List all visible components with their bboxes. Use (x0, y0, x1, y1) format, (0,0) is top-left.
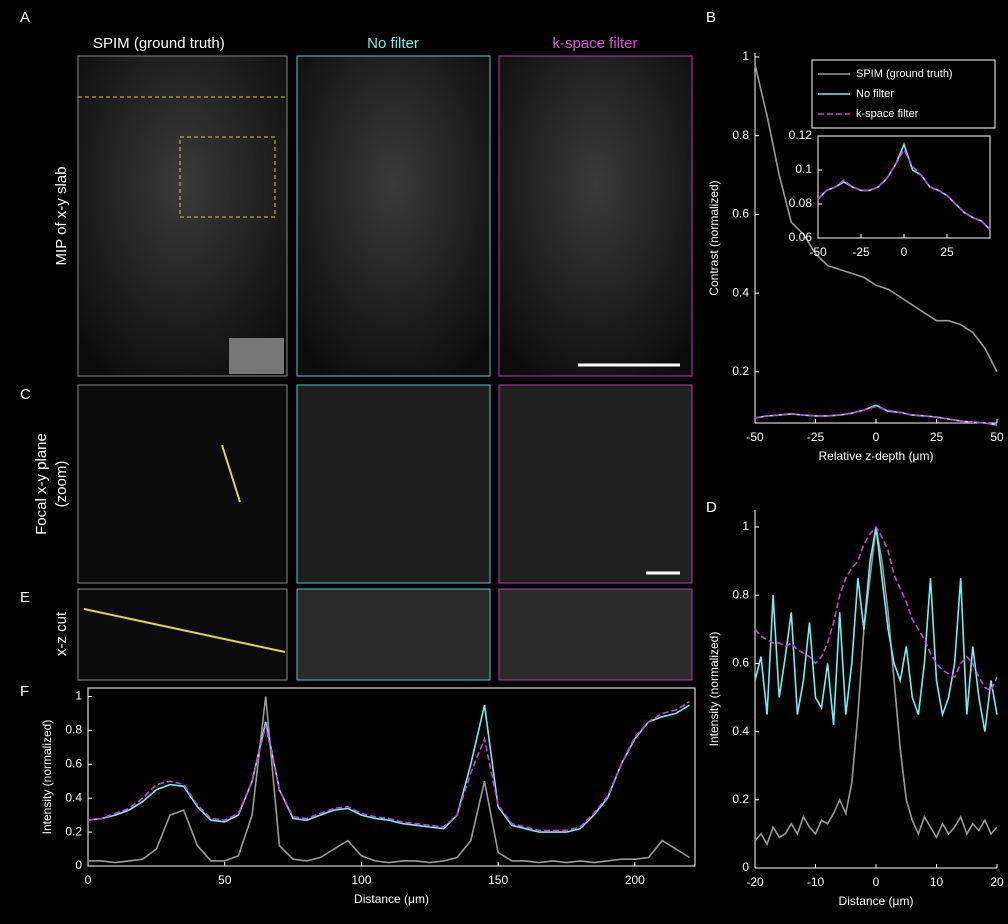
image (296, 55, 491, 377)
y-tick-label: 0.8 (732, 128, 749, 142)
legend-label: SPIM (ground truth) (856, 68, 953, 80)
panel-label: C (20, 386, 31, 403)
y-tick-label: 0 (75, 858, 82, 872)
y-tick-label: 0.2 (732, 364, 749, 378)
y-tick-label: 0.1 (795, 162, 812, 176)
panel-label: F (20, 683, 29, 700)
data-line (754, 64, 998, 373)
column-title: No filter (367, 35, 419, 52)
y-axis-label: Intensity (normalized) (40, 720, 54, 835)
y-tick-label: 0.06 (789, 230, 813, 244)
y-tick-label: 0.2 (65, 824, 82, 838)
legend-label: No filter (856, 88, 894, 100)
panel-label: A (20, 9, 30, 26)
panel-label: D (706, 499, 717, 516)
x-tick-label: 0 (873, 875, 880, 889)
image (296, 384, 491, 584)
x-tick-label: 100 (351, 873, 371, 887)
row-label: (zoom) (53, 461, 70, 508)
inset-background (818, 136, 990, 238)
image (498, 384, 693, 584)
y-tick-label: 0.08 (789, 196, 813, 210)
legend-label: k-space filter (856, 108, 919, 120)
image (77, 55, 288, 377)
data-line (754, 405, 998, 426)
profile-line (83, 608, 286, 653)
x-tick-label: -25 (852, 245, 870, 259)
data-line (87, 704, 690, 833)
image (498, 55, 693, 377)
y-tick-label: 1 (742, 519, 749, 533)
data-line (754, 525, 998, 692)
y-tick-label: 1 (742, 49, 749, 63)
image (498, 588, 693, 681)
row-label: Focal x-y plane (33, 433, 50, 535)
y-tick-label: 0.2 (732, 792, 749, 806)
x-tick-label: 0 (901, 245, 908, 259)
image-grid (77, 55, 693, 681)
x-tick-label: -10 (807, 875, 825, 889)
y-tick-label: 0.8 (732, 587, 749, 601)
plot-frame (87, 687, 696, 867)
y-axis-label: Contrast (normalized) (707, 180, 721, 295)
x-axis-label: Distance (μm) (839, 894, 914, 908)
image (77, 588, 288, 681)
column-title: k-space filter (552, 35, 637, 52)
x-tick-label: 0 (85, 873, 92, 887)
data-line (87, 700, 690, 832)
x-axis-label: Distance (μm) (354, 892, 429, 906)
y-tick-label: 0 (742, 860, 749, 874)
y-tick-label: 0.12 (789, 128, 813, 142)
x-tick-label: 20 (990, 875, 1004, 889)
row-label: x-z cut (53, 611, 70, 656)
x-axis-label: Relative z-depth (μm) (819, 449, 934, 463)
panel-label: B (706, 9, 716, 26)
x-tick-label: -50 (809, 245, 827, 259)
zoom-box (179, 136, 276, 218)
image (77, 384, 288, 584)
y-tick-label: 0.6 (732, 207, 749, 221)
y-tick-label: 0.8 (65, 723, 82, 737)
row-label: MIP of x-y slab (53, 167, 70, 266)
x-tick-label: 10 (930, 875, 944, 889)
y-tick-label: 1 (75, 689, 82, 703)
x-tick-label: 150 (488, 873, 508, 887)
x-tick-label: -20 (746, 875, 764, 889)
image (296, 588, 491, 681)
y-tick-label: 0.4 (65, 790, 82, 804)
x-tick-label: -50 (746, 430, 764, 444)
panel-label: E (20, 589, 30, 606)
data-line (88, 696, 690, 864)
y-tick-label: 0.4 (732, 285, 749, 299)
x-tick-label: 50 (990, 430, 1004, 444)
fish-inset (229, 338, 284, 374)
column-title: SPIM (ground truth) (93, 35, 225, 52)
x-tick-label: 50 (218, 873, 232, 887)
y-tick-label: 0.4 (732, 724, 749, 738)
y-axis-label: Intensity (normalized) (707, 632, 721, 747)
data-line (817, 147, 991, 231)
profile-line (221, 444, 241, 503)
x-tick-label: 0 (873, 430, 880, 444)
x-tick-label: 25 (940, 245, 954, 259)
x-tick-label: 200 (625, 873, 645, 887)
y-tick-label: 0.6 (65, 756, 82, 770)
x-tick-label: -25 (807, 430, 825, 444)
x-tick-label: 25 (930, 430, 944, 444)
y-tick-label: 0.6 (732, 656, 749, 670)
